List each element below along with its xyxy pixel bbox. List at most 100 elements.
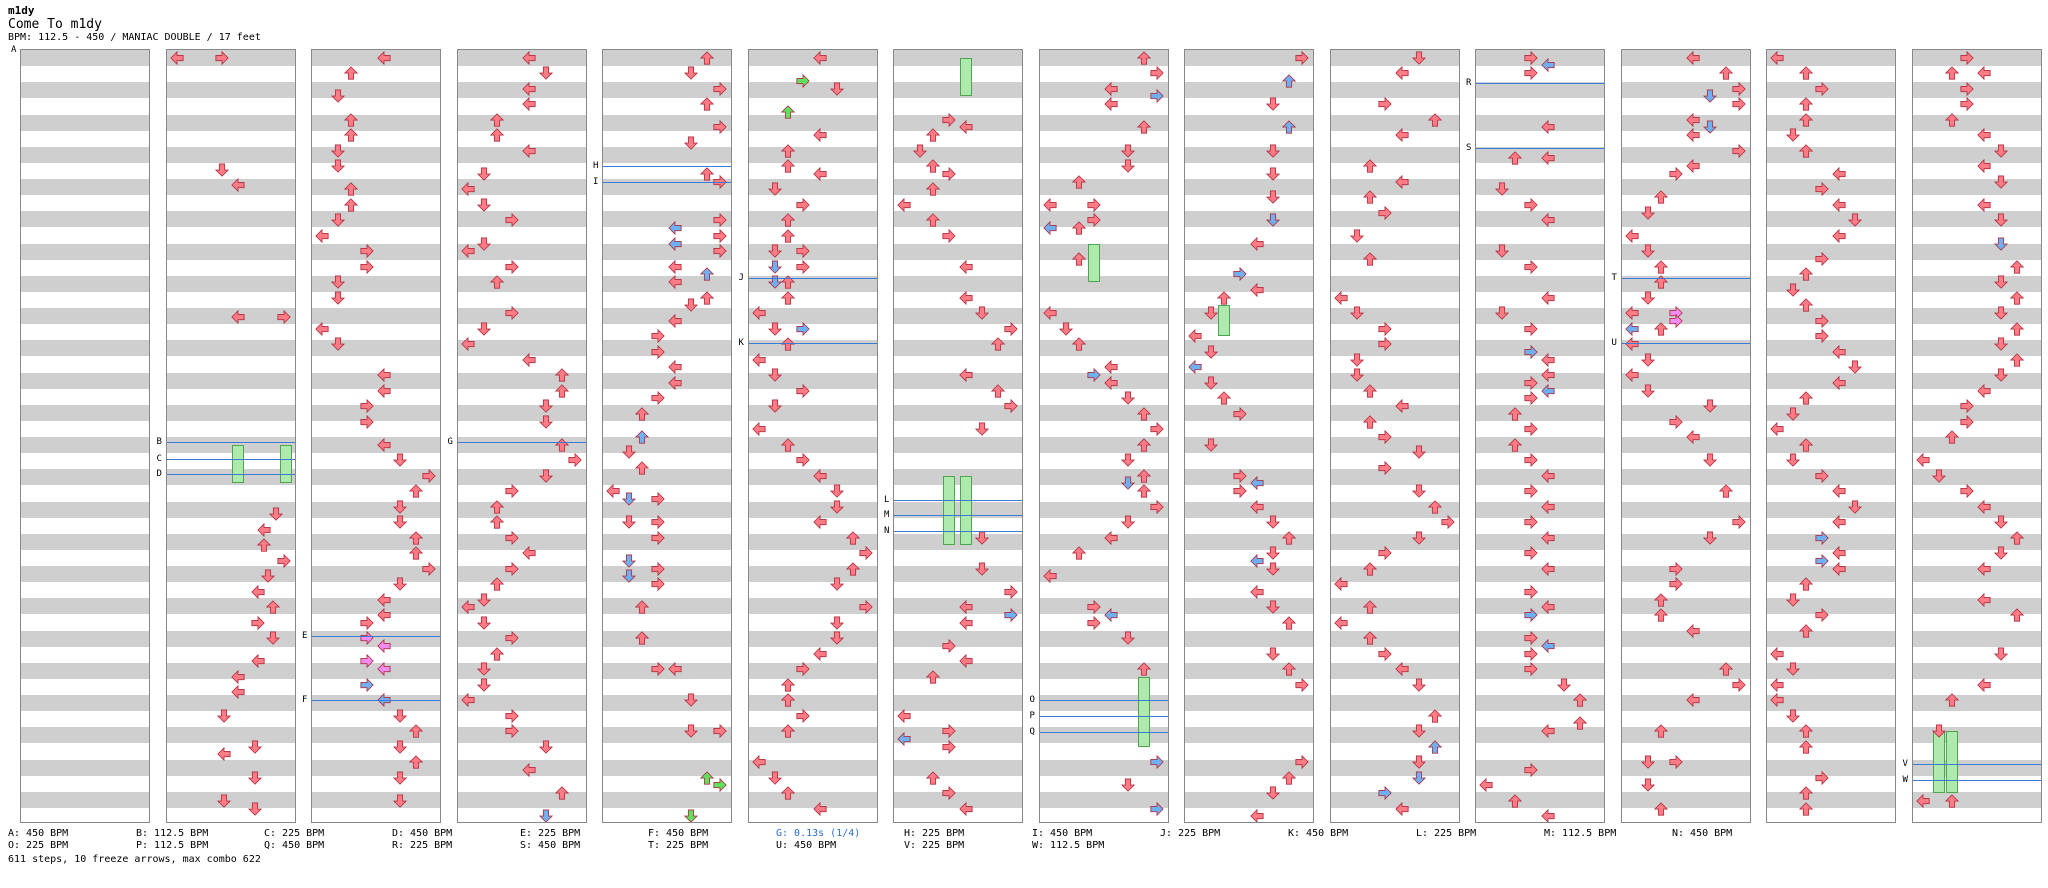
step-arrow [1785,283,1801,297]
step-arrow [1785,453,1801,467]
step-arrow [1977,592,1991,607]
step-arrow [1770,422,1784,437]
beat-stripe [312,243,440,260]
step-arrow [1993,647,2009,661]
bpm-marker-label: K [738,337,744,348]
step-arrow [1507,407,1523,421]
step-arrow [260,569,276,584]
beat-stripe [21,598,149,615]
step-arrow [1427,112,1442,127]
step-arrow [1411,531,1427,545]
step-arrow [1653,321,1668,336]
step-arrow [897,708,911,723]
step-arrow [1479,778,1493,793]
step-arrow [1718,662,1733,676]
step-arrow [1362,383,1377,398]
step-arrow [376,367,391,383]
step-arrow [897,731,911,747]
beat-stripe [603,533,731,550]
step-arrow [1266,515,1281,529]
step-arrow [667,360,682,375]
step-arrow [1378,96,1392,112]
beat-stripe [1330,662,1459,679]
step-arrow [1188,329,1202,344]
beat-stripe [457,340,586,357]
step-arrow [942,638,956,654]
bpm-marker-label: L [884,494,890,505]
step-arrow [925,159,941,173]
beat-stripe [1039,791,1168,808]
step-arrow [975,562,990,576]
step-arrow [651,561,665,576]
beat-stripe [1185,372,1313,389]
beat-stripe [312,662,440,679]
step-arrow [1233,267,1247,282]
beat-stripe [1621,114,1750,131]
step-arrow [813,127,827,143]
step-arrow [1640,383,1655,398]
beat-stripe [1621,566,1750,583]
beat-stripe [21,211,149,228]
chart-column [1766,49,1896,823]
step-arrow [1848,500,1863,514]
bpm-change-line [1476,83,1604,85]
beat-stripe [894,243,1022,260]
step-arrow [1815,329,1829,344]
beat-stripe [1330,791,1459,808]
step-arrow [1136,437,1151,452]
step-arrow [767,275,782,289]
chart-column [1038,49,1169,823]
beat-stripe [312,598,440,615]
step-arrow [829,616,845,630]
step-arrow [1993,236,2009,251]
step-arrow [796,259,810,274]
freeze-arrow [1218,305,1230,337]
step-arrow [1977,561,1991,576]
beat-stripe [1621,146,1750,163]
step-arrow [1944,693,1959,707]
beat-stripe [1330,146,1459,163]
bpm-change-line [1912,779,2041,781]
step-arrow [699,167,715,181]
step-arrow [1960,483,1974,499]
legend-item: I: 450 BPM [1032,828,1093,839]
step-arrow [476,662,491,676]
beat-stripe [457,630,586,647]
legend-item: D: 450 BPM [392,828,453,839]
beat-stripe [1476,533,1604,550]
beat-stripe [1039,469,1168,486]
beat-stripe [1621,340,1750,357]
bpm-marker-label: V [1902,758,1908,769]
step-arrow [538,66,554,80]
step-arrow [489,128,504,142]
step-arrow [360,677,374,692]
beat-stripe [21,469,149,486]
step-arrow [925,770,941,785]
step-arrow [1798,391,1814,405]
beat-stripe [1039,662,1168,679]
step-arrow [1831,483,1846,499]
step-arrow [360,244,374,259]
step-arrow [1669,313,1683,329]
beat-stripe [1476,695,1604,712]
step-arrow [1334,615,1348,630]
step-arrow [343,112,359,127]
step-arrow [1411,724,1427,738]
beat-stripe [603,437,731,454]
step-arrow [634,461,650,475]
beat-stripe [21,727,149,744]
step-arrow [393,500,408,514]
step-arrow [1203,438,1219,452]
bpm-marker-label: J [738,273,744,284]
beat-stripe [1767,308,1895,325]
step-arrow [1362,561,1377,576]
step-arrow [1640,244,1655,258]
step-arrow [1731,677,1746,692]
step-arrow [1216,391,1232,405]
step-arrow [1798,437,1814,452]
step-arrow [1524,66,1538,81]
step-arrow [1427,499,1442,514]
beat-stripe [603,759,731,776]
beat-stripe [894,437,1022,454]
